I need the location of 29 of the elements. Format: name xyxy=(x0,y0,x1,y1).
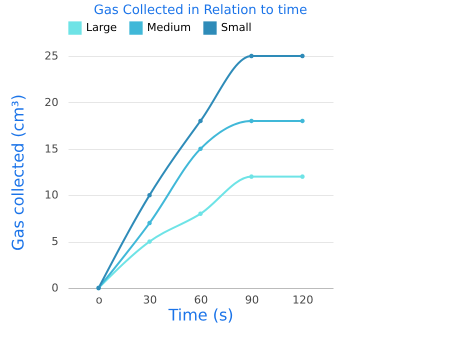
x-tick-label: o xyxy=(96,294,103,306)
x-tick-label: 60 xyxy=(194,294,208,306)
point xyxy=(198,146,203,152)
legend-label: Small xyxy=(221,21,252,34)
point xyxy=(198,212,203,216)
x-tick-label: 30 xyxy=(143,294,158,306)
y-axis-title: Gas collected (cm³) xyxy=(8,94,28,251)
point xyxy=(147,192,152,198)
point xyxy=(147,220,152,226)
point xyxy=(300,174,305,179)
point xyxy=(300,118,305,124)
x-axis-title: Time (s) xyxy=(167,306,234,324)
y-tick-label: 5 xyxy=(52,235,58,248)
legend-label: Medium xyxy=(147,21,191,34)
point xyxy=(147,239,152,244)
y-tick-label: 25 xyxy=(44,50,58,62)
x-tick-label: 90 xyxy=(244,294,259,306)
y-tick-label: 10 xyxy=(44,188,58,202)
point xyxy=(198,118,203,124)
point xyxy=(249,54,254,58)
point xyxy=(249,118,254,124)
chart-title: Gas Collected in Relation to time xyxy=(94,3,308,18)
point xyxy=(249,174,254,179)
point xyxy=(300,54,305,58)
y-tick-label: 15 xyxy=(44,142,58,156)
y-tick-label: 20 xyxy=(44,96,58,109)
y-tick-label: 0 xyxy=(52,282,58,294)
legend-label: Large xyxy=(86,21,118,34)
x-tick-label: 120 xyxy=(292,294,314,306)
